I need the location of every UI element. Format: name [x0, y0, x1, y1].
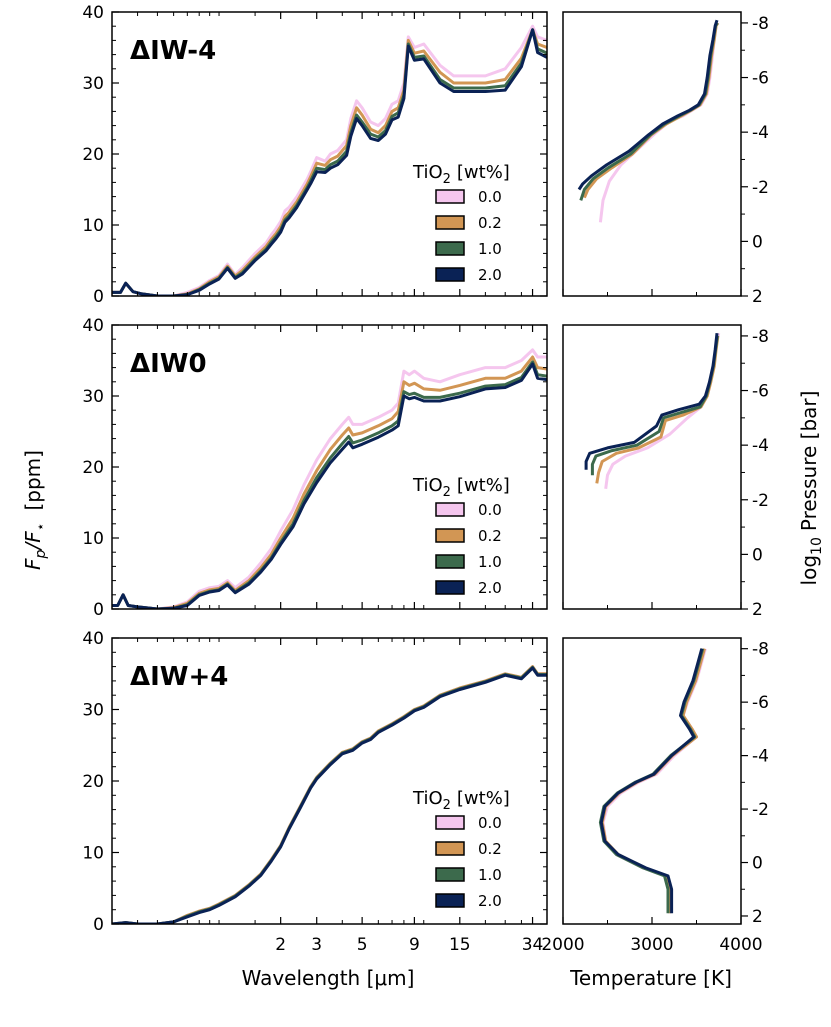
legend-swatch-2.0 — [435, 893, 465, 908]
profile-line-0.0 — [598, 22, 720, 223]
profile-line-0.0 — [604, 332, 721, 489]
legend-label: 0.2 — [478, 840, 502, 858]
y-tick-label: 20 — [82, 145, 104, 165]
legend-swatch-0.0 — [435, 502, 465, 517]
t-tick-label: 2000 — [541, 935, 584, 955]
t-tick-label: 3000 — [630, 935, 673, 955]
profile-panel-0: 2 0 -2 -4 -6 -8 — [562, 11, 769, 307]
legend-label: 2.0 — [478, 266, 502, 284]
p-tick-label: -4 — [752, 747, 769, 767]
t-tick-label: 4000 — [719, 935, 762, 955]
legend-label: 0.2 — [478, 214, 502, 232]
legend-swatch-0.0 — [435, 815, 465, 830]
panel-title: ΔIW-4 — [130, 36, 216, 66]
y-tick-label: 10 — [82, 844, 104, 864]
profile-line-2.0 — [599, 648, 704, 914]
x-tick-label: 9 — [409, 935, 420, 955]
x-tick-label: 15 — [449, 935, 471, 955]
legend-swatch-1.0 — [435, 867, 465, 882]
profile-panel-2: 2 0 -2 -4 -6 -8 2000 3000 4000 — [541, 637, 769, 955]
legend-label: 2.0 — [478, 892, 502, 910]
y-tick-label: 40 — [82, 316, 104, 336]
x-tick-label: 5 — [357, 935, 368, 955]
p-tick-label: -2 — [752, 800, 769, 820]
x-tick-label: 2 — [275, 935, 286, 955]
legend-swatch-0.0 — [435, 189, 465, 204]
y-tick-label: 40 — [82, 629, 104, 649]
p-tick-label: -2 — [752, 178, 769, 198]
x-axis-label-wavelength: Wavelength [μm] — [242, 966, 415, 990]
legend-title: TiO2 [wt%] — [412, 788, 510, 813]
p-tick-label: -8 — [752, 14, 769, 34]
y-tick-label: 10 — [82, 216, 104, 236]
legend-swatch-2.0 — [435, 267, 465, 282]
legend-label: 1.0 — [478, 553, 502, 571]
p-tick-label: 0 — [752, 854, 763, 874]
profile-frame — [562, 11, 742, 297]
p-tick-label: -6 — [752, 693, 769, 713]
profile-line-2.0 — [584, 333, 719, 470]
spectrum-line-2.0 — [112, 362, 547, 609]
y-tick-label: 0 — [93, 600, 104, 620]
legend-swatch-1.0 — [435, 554, 465, 569]
legend: TiO2 [wt%]0.0 0.2 1.0 2.0 — [412, 475, 510, 597]
profile-line-2.0 — [577, 19, 719, 191]
spectrum-panel-1: 0 10 20 30 40 ΔIW0 TiO2 [wt%]0.0 0.2 1.0 2.0 — [82, 316, 548, 620]
legend-label: 0.2 — [478, 527, 502, 545]
p-tick-label: -8 — [752, 640, 769, 660]
spectrum-line-2.0 — [112, 28, 547, 296]
legend-swatch-0.2 — [435, 841, 465, 856]
y-tick-label: 0 — [93, 915, 104, 935]
profile-line-1.0 — [579, 22, 719, 201]
x-axis-label-temperature: Temperature [K] — [569, 966, 732, 990]
p-tick-label: -4 — [752, 123, 769, 143]
p-tick-label: 0 — [752, 545, 763, 565]
x-tick-label: 34 — [522, 935, 544, 955]
legend-label: 0.0 — [478, 188, 502, 206]
legend-swatch-0.2 — [435, 215, 465, 230]
legend: TiO2 [wt%]0.0 0.2 1.0 2.0 — [412, 162, 510, 284]
profile-panel-1: 2 0 -2 -4 -6 -8 — [562, 324, 769, 620]
legend: TiO2 [wt%]0.0 0.2 1.0 2.0 — [412, 788, 510, 910]
legend-title: TiO2 [wt%] — [412, 162, 510, 187]
legend-label: 0.0 — [478, 501, 502, 519]
legend-label: 2.0 — [478, 579, 502, 597]
spectrum-line-2.0 — [112, 666, 547, 924]
y-tick-label: 20 — [82, 458, 104, 478]
profile-frame — [562, 637, 742, 925]
p-tick-label: 2 — [752, 907, 763, 927]
y-tick-label: 10 — [82, 529, 104, 549]
legend-swatch-0.2 — [435, 528, 465, 543]
y-axis-label-pressure: log10Pressure [bar] — [797, 391, 825, 586]
spectrum-panel-2: 0 10 20 30 40 2 3 5 9 15 34 ΔIW+4 TiO2 [wt%]0.0 0.2 1.0… — [82, 629, 548, 955]
p-tick-label: -6 — [752, 69, 769, 89]
legend-label: 1.0 — [478, 240, 502, 258]
p-tick-label: 2 — [752, 600, 763, 620]
p-tick-label: -6 — [752, 382, 769, 402]
x-tick-label: 3 — [311, 935, 322, 955]
legend-swatch-1.0 — [435, 241, 465, 256]
p-tick-label: 2 — [752, 287, 763, 307]
p-tick-label: 0 — [752, 232, 763, 252]
panel-title: ΔIW+4 — [130, 662, 228, 692]
y-tick-label: 30 — [82, 74, 104, 94]
legend-label: 0.0 — [478, 814, 502, 832]
p-tick-label: -8 — [752, 327, 769, 347]
panel-title: ΔIW0 — [130, 349, 207, 379]
p-tick-label: -2 — [752, 491, 769, 511]
y-tick-label: 20 — [82, 772, 104, 792]
p-tick-label: -4 — [752, 436, 769, 456]
y-tick-label: 0 — [93, 287, 104, 307]
y-axis-label-flux: Fp/F⋆[ppm] — [21, 450, 49, 570]
y-tick-label: 30 — [82, 701, 104, 721]
legend-label: 1.0 — [478, 866, 502, 884]
y-tick-label: 40 — [82, 3, 104, 23]
spectrum-panel-0: 0 10 20 30 40 ΔIW-4 TiO2 [wt%]0.0 0.2 1.0 2.0 — [82, 3, 548, 307]
legend-title: TiO2 [wt%] — [412, 475, 510, 500]
profile-line-1.0 — [598, 648, 705, 914]
legend-swatch-2.0 — [435, 580, 465, 595]
y-tick-label: 30 — [82, 387, 104, 407]
